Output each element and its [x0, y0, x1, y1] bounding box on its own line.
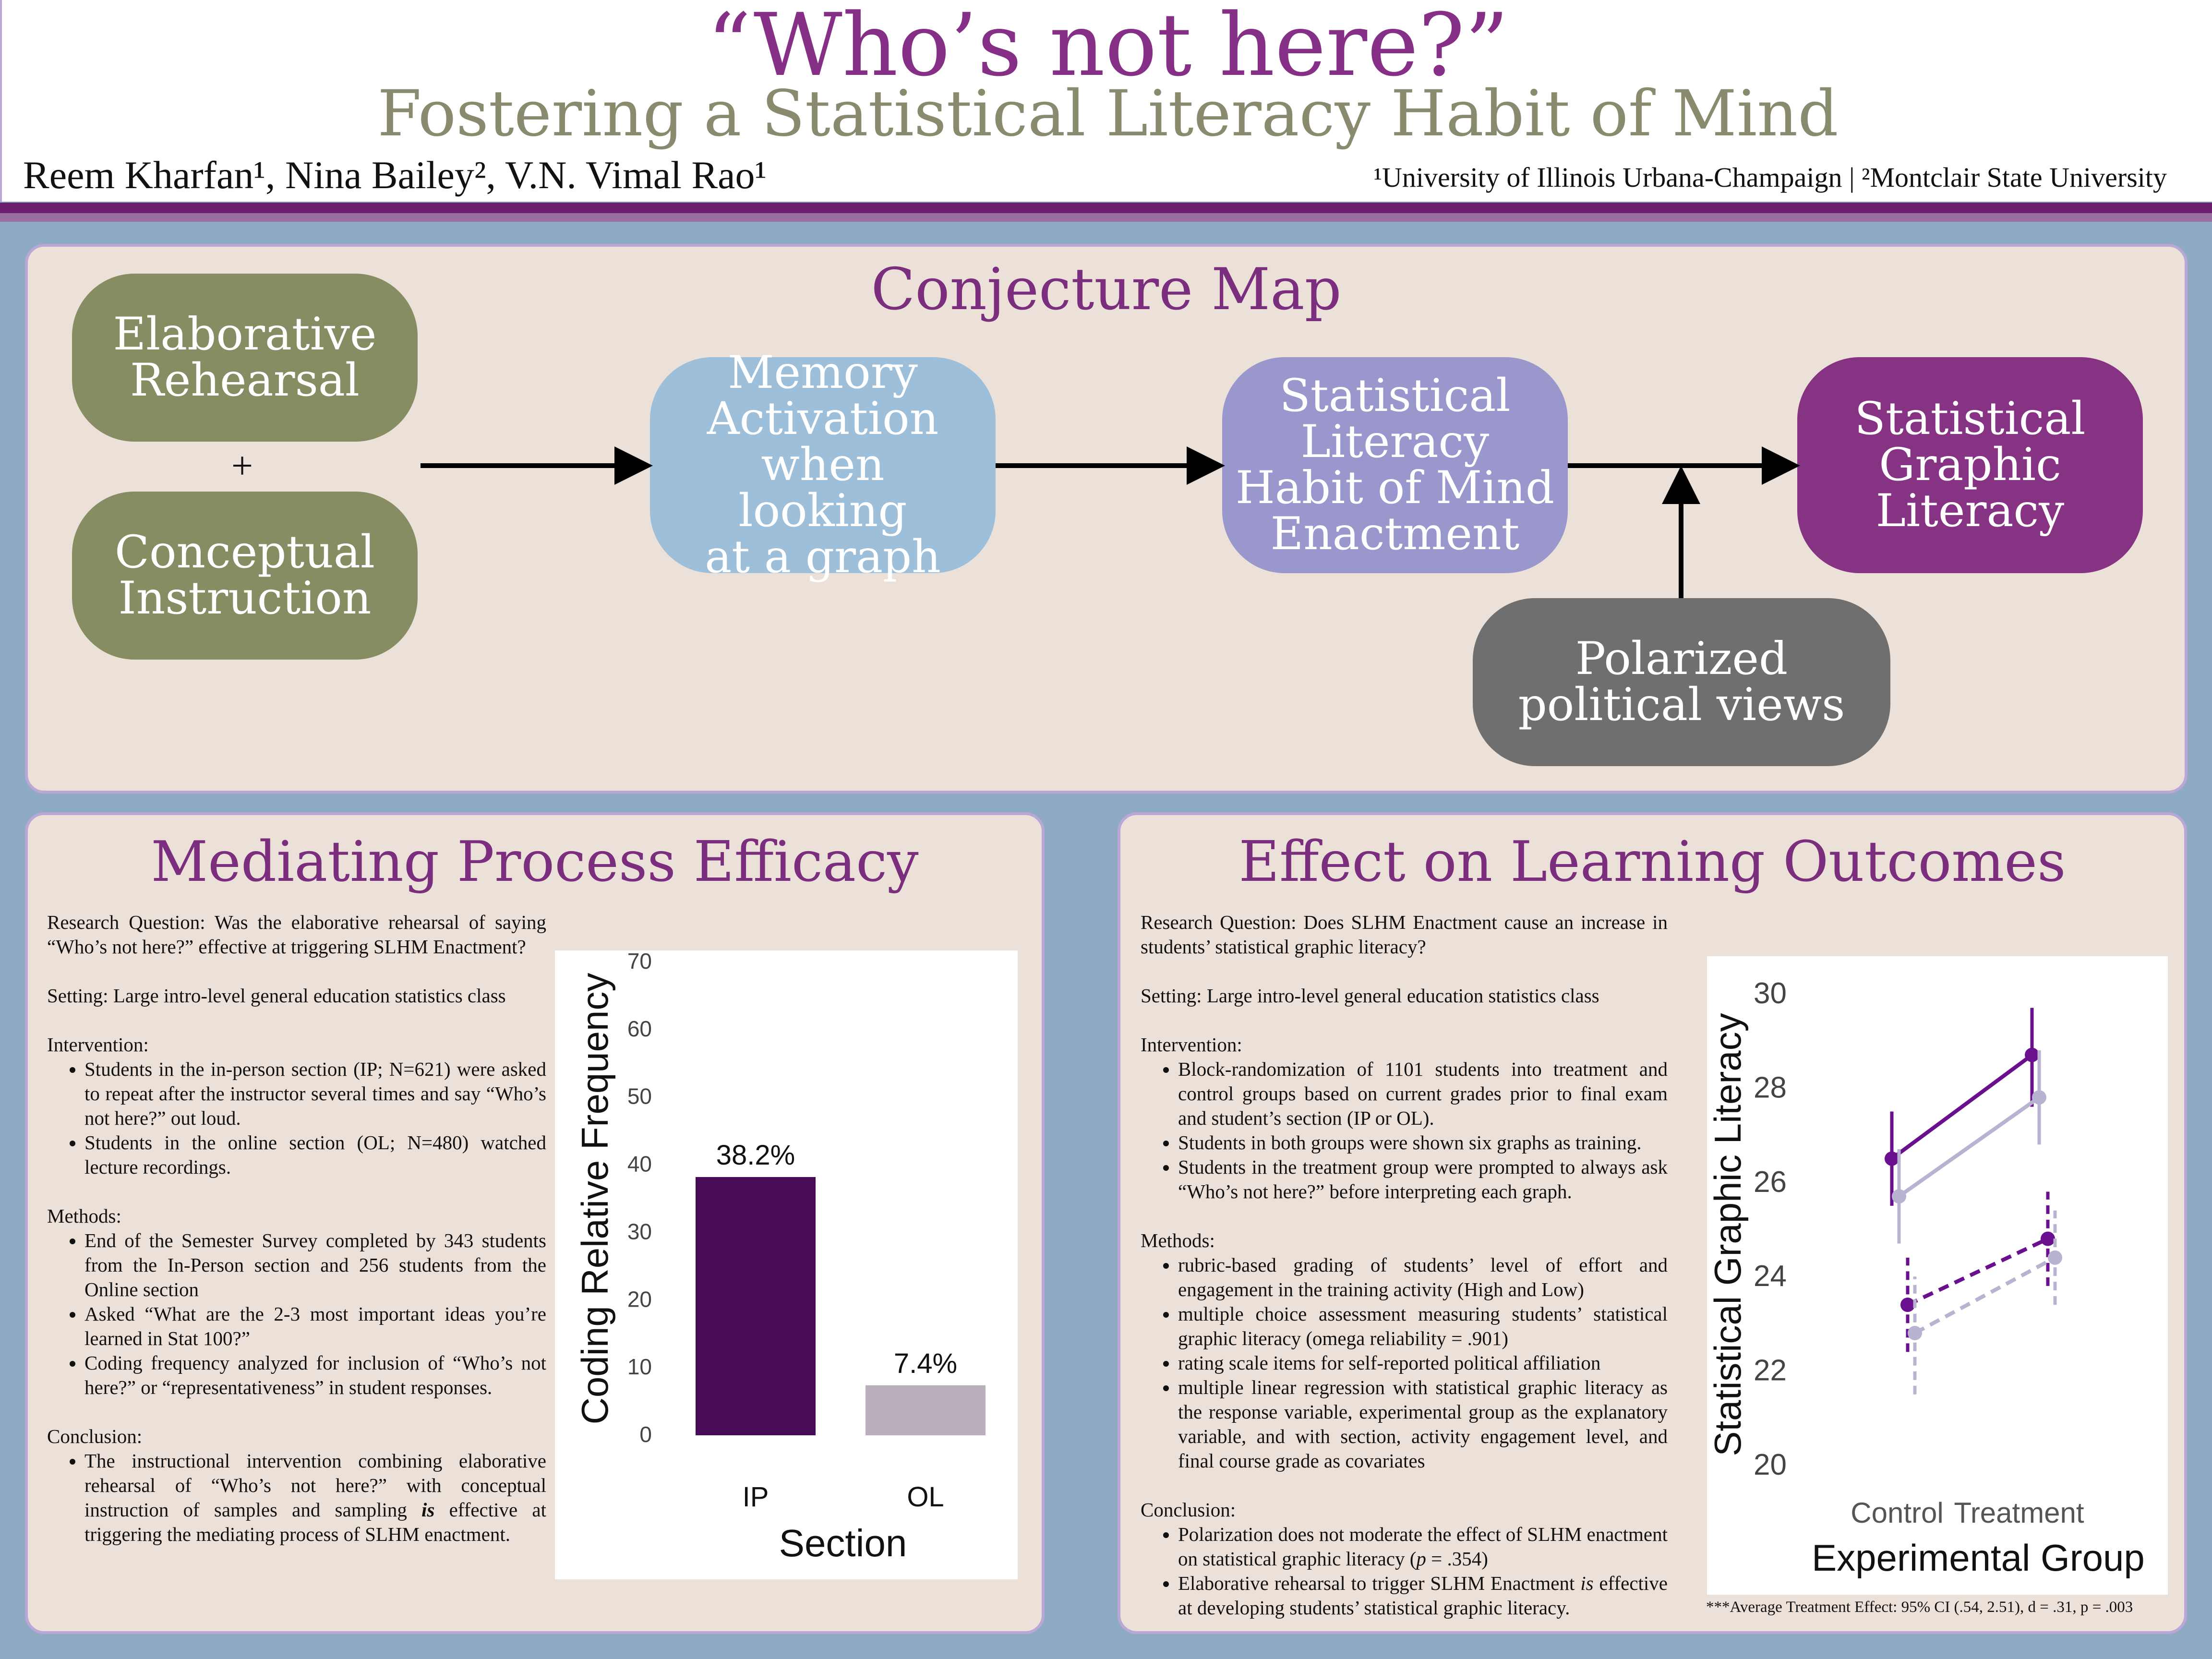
- y-tick-label: 20: [1754, 1448, 1787, 1481]
- effect-conclusion-heading: Conclusion:: [1141, 1499, 1236, 1521]
- list-item: Asked “What are the 2-3 most important i…: [84, 1302, 546, 1351]
- node-conceptual-instruction: Conceptual Instruction: [72, 492, 418, 660]
- y-tick-label: 70: [627, 950, 652, 974]
- bar-chart-box: 0 10 20 30 40 50 60 70 38.2% IP 7.4% OL Section Codin…: [555, 949, 1018, 1579]
- y-tick-label: 40: [627, 1152, 652, 1177]
- bar: [696, 1177, 816, 1435]
- y-tick-label: 24: [1754, 1260, 1787, 1293]
- data-point: [1892, 1189, 1906, 1204]
- node-memory-activation: Memory Activation when looking at a grap…: [650, 350, 996, 580]
- list-item: multiple linear regression with statisti…: [1178, 1375, 1668, 1473]
- effect-text: Research Question: Does SLHM Enactment c…: [1141, 910, 1668, 1645]
- x-tick-label: Treatment: [1954, 1497, 2084, 1529]
- node-polarized-views: Polarized political views: [1473, 598, 1890, 766]
- line-chart-box: 20 22 24 26 28 30 Control Treatment Experimental…: [1707, 956, 2168, 1595]
- data-point: [2048, 1250, 2062, 1265]
- mediating-intervention-list: Students in the in-person section (IP; N…: [47, 1057, 546, 1179]
- effect-footnote: ***Average Treatment Effect: 95% CI (.54…: [1706, 1599, 2133, 1616]
- authors: Reem Kharfan¹, Nina Bailey², V.N. Vimal …: [23, 153, 767, 197]
- mediating-title: Mediating Process Efficacy: [151, 830, 919, 894]
- list-item: rubric-based grading of students’ level …: [1178, 1253, 1668, 1302]
- mediating-research-question: Research Question: Was the elaborative r…: [47, 911, 546, 958]
- poster-title: “Who’s not here?”: [707, 0, 1509, 96]
- header-band-light: [0, 213, 2212, 222]
- y-axis-title: Statistical Graphic Literacy: [1707, 1013, 1749, 1456]
- mediating-text: Research Question: Was the elaborative r…: [47, 910, 546, 1571]
- y-tick-label: 50: [627, 1084, 652, 1109]
- bar: [866, 1385, 986, 1435]
- effect-intervention-heading: Intervention:: [1141, 1034, 1242, 1056]
- effect-methods-heading: Methods:: [1141, 1229, 1215, 1251]
- mediating-setting: Setting: Large intro-level general educa…: [47, 985, 506, 1007]
- y-tick-label: 30: [1754, 977, 1787, 1010]
- node-elaborative-rehearsal: Elaborative Rehearsal: [72, 274, 418, 442]
- y-tick-label: 60: [627, 1016, 652, 1041]
- list-item: End of the Semester Survey completed by …: [84, 1228, 546, 1302]
- list-item: Students in the in-person section (IP; N…: [84, 1057, 546, 1130]
- effect-title: Effect on Learning Outcomes: [1238, 830, 2066, 894]
- effect-intervention-list: Block-randomization of 1101 students int…: [1141, 1057, 1668, 1204]
- x-tick-label: OL: [907, 1481, 944, 1513]
- series-line: [1914, 1256, 2056, 1335]
- effect-conclusion-list: Polarization does not moderate the effec…: [1141, 1522, 1668, 1620]
- conjecture-map-title: Conjecture Map: [871, 256, 1342, 323]
- list-item: Students in the treatment group were pro…: [1178, 1155, 1668, 1204]
- x-tick-label: Control: [1851, 1497, 1943, 1529]
- data-label: 7.4%: [894, 1348, 957, 1379]
- line-chart: 20 22 24 26 28 30 Control Treatment Experimental…: [1707, 977, 2145, 1579]
- y-tick-label: 30: [627, 1219, 652, 1244]
- list-item: Coding frequency analyzed for inclusion …: [84, 1351, 546, 1400]
- series-line: [1907, 1237, 2049, 1307]
- x-tick-label: IP: [743, 1481, 769, 1513]
- mediating-methods-heading: Methods:: [47, 1205, 121, 1227]
- mediating-conclusion-heading: Conclusion:: [47, 1425, 143, 1447]
- data-point: [2041, 1231, 2055, 1246]
- list-item: Polarization does not moderate the effec…: [1178, 1522, 1668, 1571]
- affiliations: ¹University of Illinois Urbana-Champaign…: [1373, 162, 2167, 193]
- y-tick-label: 10: [627, 1354, 652, 1379]
- series-line: [1890, 1053, 2033, 1160]
- effect-research-question: Research Question: Does SLHM Enactment c…: [1141, 911, 1668, 958]
- list-item: Block-randomization of 1101 students int…: [1178, 1057, 1668, 1130]
- list-item: Students in both groups were shown six g…: [1178, 1130, 1668, 1155]
- list-item: Students in the online section (OL; N=48…: [84, 1130, 546, 1179]
- effect-setting: Setting: Large intro-level general educa…: [1141, 985, 1599, 1007]
- list-item: rating scale items for self-reported pol…: [1178, 1351, 1668, 1375]
- conjecture-map-panel: Conjecture Map Elaborative Rehearsal + C…: [25, 244, 2188, 793]
- y-tick-label: 20: [627, 1286, 652, 1311]
- effect-methods-list: rubric-based grading of students’ level …: [1141, 1253, 1668, 1473]
- y-tick-label: 26: [1754, 1166, 1787, 1199]
- mediating-intervention-heading: Intervention:: [47, 1034, 149, 1056]
- effect-panel: Effect on Learning Outcomes Research Que…: [1118, 812, 2187, 1634]
- data-label: 38.2%: [716, 1140, 795, 1171]
- data-point: [1908, 1326, 1922, 1341]
- data-point: [2032, 1090, 2046, 1105]
- poster-subtitle: Fostering a Statistical Literacy Habit o…: [377, 77, 1839, 151]
- x-axis-title: Section: [779, 1522, 907, 1564]
- y-tick-label: 22: [1754, 1354, 1787, 1387]
- y-tick-label: 0: [639, 1422, 652, 1447]
- data-point: [1885, 1151, 1899, 1166]
- y-axis-title: Coding Relative Frequency: [574, 973, 616, 1425]
- mediating-conclusion-list: The instructional intervention combining…: [47, 1449, 546, 1547]
- data-point: [1900, 1298, 1915, 1312]
- mediating-panel: Mediating Process Efficacy Research Ques…: [25, 812, 1045, 1634]
- poster-header: “Who’s not here?” Fostering a Statistica…: [0, 0, 2212, 202]
- series-line: [1898, 1095, 2041, 1198]
- list-item: multiple choice assessment measuring stu…: [1178, 1302, 1668, 1351]
- y-tick-label: 28: [1754, 1071, 1787, 1104]
- mediating-methods-list: End of the Semester Survey completed by …: [47, 1228, 546, 1400]
- node-slhm-enactment: Statistical Literacy Habit of Mind Enact…: [1222, 357, 1568, 573]
- list-item: The instructional intervention combining…: [84, 1449, 546, 1547]
- x-axis-title: Experimental Group: [1812, 1537, 2145, 1579]
- node-statistical-graphic-literacy: Statistical Graphic Literacy: [1797, 357, 2143, 573]
- plus-sign: +: [231, 445, 253, 487]
- header-band-dark: [0, 203, 2212, 213]
- list-item: Elaborative rehearsal to trigger SLHM En…: [1178, 1571, 1668, 1620]
- data-point: [2025, 1047, 2039, 1062]
